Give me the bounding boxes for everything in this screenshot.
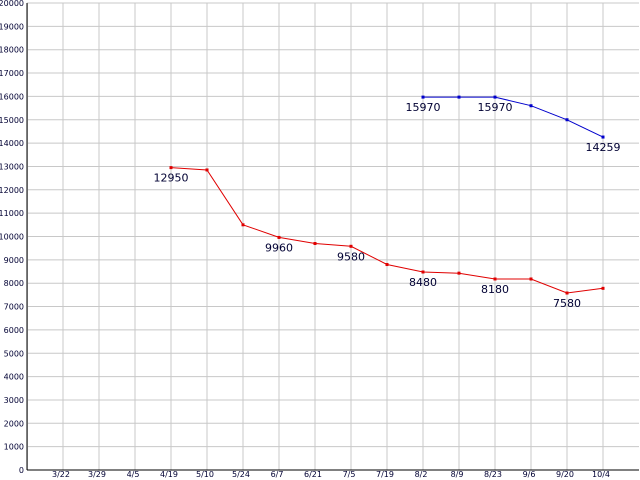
x-tick-label: 3/29	[88, 470, 106, 479]
x-tick-label: 6/21	[304, 470, 322, 479]
y-tick-label: 14000	[0, 139, 24, 148]
data-point	[493, 95, 497, 99]
data-point	[205, 168, 209, 172]
data-label: 9580	[337, 250, 365, 263]
axes	[26, 3, 639, 471]
x-tick-label: 4/19	[160, 470, 178, 479]
data-label: 12950	[154, 172, 189, 185]
data-label: 15970	[406, 101, 441, 114]
data-point	[493, 277, 497, 281]
data-point	[601, 135, 605, 139]
data-label: 14259	[586, 141, 621, 154]
y-tick-label: 8000	[4, 279, 24, 288]
x-tick-label: 7/19	[376, 470, 394, 479]
series-line	[423, 96, 604, 138]
y-tick-label: 19000	[0, 22, 24, 31]
y-tick-labels: 0 1000 2000 3000 4000 5000 6000 7000 8000 9000 100…	[0, 0, 24, 475]
data-point	[349, 244, 353, 248]
series-layer	[169, 95, 605, 295]
x-tick-label: 10/4	[592, 470, 610, 479]
data-point	[457, 271, 461, 275]
x-tick-label: 5/24	[232, 470, 250, 479]
y-tick-label: 9000	[4, 256, 24, 265]
y-tick-label: 12000	[0, 186, 24, 195]
data-labels-layer: 12950 9960 9580 8480 8180 7580 15970 15970 14259	[154, 101, 621, 310]
data-point	[565, 291, 569, 295]
x-tick-label: 8/2	[415, 470, 428, 479]
data-label: 8180	[481, 283, 509, 296]
x-tick-label: 9/6	[523, 470, 536, 479]
grid	[27, 2, 639, 471]
data-point	[385, 263, 389, 267]
data-point	[529, 277, 533, 281]
y-tick-label: 7000	[4, 303, 24, 312]
y-tick-label: 4000	[4, 373, 24, 382]
data-point	[277, 235, 281, 239]
y-tick-label: 1000	[4, 443, 24, 452]
data-point	[529, 104, 533, 108]
y-tick-label: 20000	[0, 0, 24, 8]
y-tick-label: 17000	[0, 69, 24, 78]
data-point	[241, 223, 245, 227]
x-tick-label: 4/5	[127, 470, 140, 479]
x-tick-label: 9/20	[556, 470, 574, 479]
data-point	[169, 166, 173, 170]
y-tick-label: 6000	[4, 326, 24, 335]
x-tick-labels: 3/22 3/29 4/5 4/19 5/10 5/24 6/7 6/21 7/5 7/19 8/2…	[52, 470, 610, 479]
data-point	[565, 118, 569, 122]
y-tick-label: 2000	[4, 419, 24, 428]
y-tick-label: 5000	[4, 349, 24, 358]
y-tick-label: 0	[19, 466, 24, 475]
y-tick-label: 18000	[0, 46, 24, 55]
x-tick-label: 7/5	[343, 470, 356, 479]
data-point	[313, 242, 317, 246]
data-point	[601, 286, 605, 290]
y-tick-label: 13000	[0, 162, 24, 171]
y-tick-label: 16000	[0, 92, 24, 101]
data-point	[457, 95, 461, 99]
x-tick-label: 3/22	[52, 470, 70, 479]
x-tick-label: 5/10	[196, 470, 214, 479]
data-label: 8480	[409, 276, 437, 289]
data-point	[421, 270, 425, 274]
data-label: 15970	[478, 101, 513, 114]
y-tick-label: 10000	[0, 233, 24, 242]
x-tick-label: 6/7	[271, 470, 284, 479]
x-tick-label: 8/23	[484, 470, 502, 479]
y-tick-label: 3000	[4, 396, 24, 405]
y-tick-label: 11000	[0, 209, 24, 218]
data-label: 7580	[553, 297, 581, 310]
y-tick-label: 15000	[0, 116, 24, 125]
data-label: 9960	[265, 241, 293, 254]
data-point	[421, 95, 425, 99]
x-tick-label: 8/9	[451, 470, 464, 479]
